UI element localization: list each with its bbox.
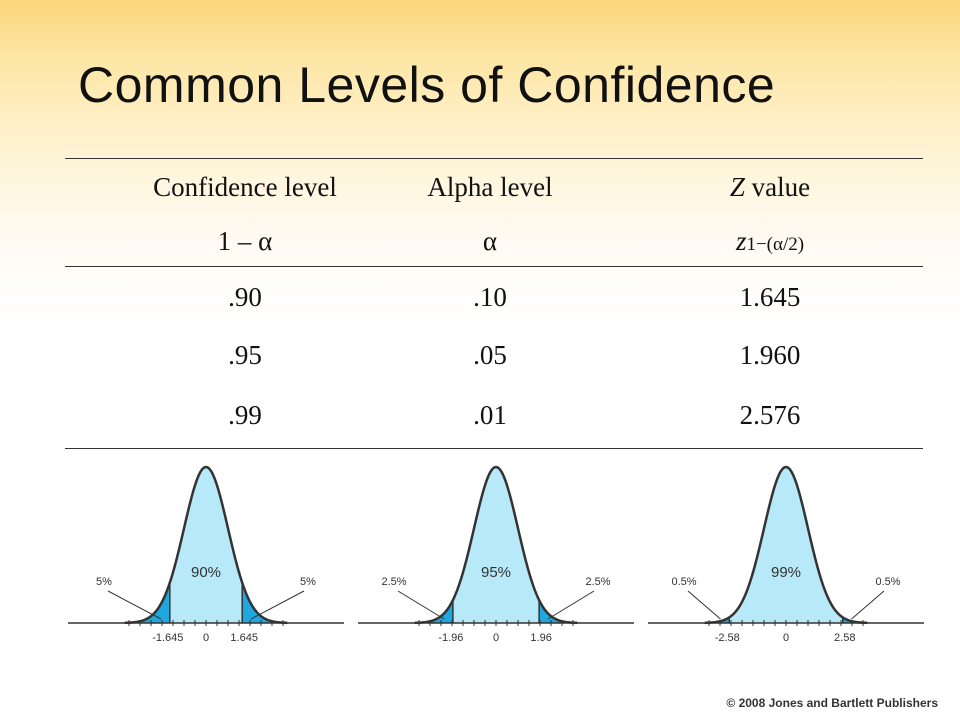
curve-3-outline (704, 465, 868, 625)
row-1-z: 1.645 (739, 282, 801, 312)
curve-3-left-tail-label: 0.5% (671, 576, 696, 588)
curve-1-right-tick-label: 1.645 (230, 632, 258, 644)
curve-3-left-pointer (687, 590, 721, 620)
header-z-letter: Z (729, 172, 745, 202)
curve-1-center-label: 90% (191, 564, 221, 581)
curve-1-left-pointer (107, 590, 162, 620)
header-z-symbol: z1−(α/2) (640, 226, 900, 257)
curve-2-center-area (452, 467, 540, 623)
curve-3-center-label: 99% (771, 564, 801, 581)
row-2-confidence: .95 (228, 340, 262, 370)
curve-1-left-tick-label: -1.645 (152, 632, 183, 644)
table-header-rule (65, 266, 923, 267)
curve-3-right-tick-label: 2.58 (834, 632, 855, 644)
header-z-value-word: value (744, 172, 811, 202)
curve-2-zero-tick-label: 0 (493, 632, 499, 644)
header-alpha-symbol: α (482, 226, 498, 256)
slide-title: Common Levels of Confidence (78, 57, 776, 113)
curve-1-left-tail (124, 583, 170, 623)
curve-2-left-tail-label: 2.5% (381, 576, 406, 588)
header-z-symbol-subscript: 1−(α/2) (746, 234, 805, 255)
curve-3-zero-tick-label: 0 (783, 632, 789, 644)
curve-1-zero-tick-label: 0 (203, 632, 209, 644)
curve-1-right-pointer (250, 590, 305, 620)
curve-2-left-pointer (397, 590, 445, 620)
curve-2-outline (414, 465, 578, 625)
curve-2-right-tail-label: 2.5% (585, 576, 610, 588)
curve-1-right-tail-label: 5% (300, 576, 316, 588)
curve-3-center-area (729, 467, 843, 623)
curve-3-right-pointer (851, 590, 885, 620)
row-2-alpha: .05 (473, 340, 507, 370)
curve-3-right-tail-label: 0.5% (875, 576, 900, 588)
header-alpha-level: Alpha level (427, 172, 553, 202)
curve-3-left-tick-label: -2.58 (715, 632, 740, 644)
header-confidence-symbol: 1 – α (217, 226, 273, 256)
curve-1-right-tail (242, 582, 288, 623)
row-3-alpha: .01 (473, 400, 507, 430)
row-2-z: 1.960 (739, 340, 801, 370)
row-1-alpha: .10 (473, 282, 507, 312)
curve-1-outline (124, 465, 288, 625)
header-z-value: Z value (640, 172, 900, 203)
header-confidence-level: Confidence level (153, 172, 337, 202)
header-z-symbol-main: z (735, 226, 747, 256)
row-1-confidence: .90 (228, 282, 262, 312)
row-3-z: 2.576 (739, 400, 801, 430)
curve-2-left-tail (414, 600, 453, 623)
curve-2-center-label: 95% (481, 564, 511, 581)
curve-2-right-tick-label: 1.96 (530, 632, 551, 644)
curve-1-left-tail-label: 5% (96, 576, 112, 588)
normal-curves-figure: 90% -1.645 0 1.645 5% 5% 95% -1.96 0 1.96 2.5% 2.5%… (68, 465, 924, 644)
curve-2-left-tick-label: -1.96 (438, 632, 463, 644)
table-top-rule (65, 158, 923, 159)
curve-2-right-pointer (547, 590, 595, 620)
table-bottom-rule (65, 448, 923, 449)
row-3-confidence: .99 (228, 400, 262, 430)
curve-2-right-tail (539, 600, 578, 623)
curve-1-center-area (169, 467, 243, 623)
copyright-footer: © 2008 Jones and Bartlett Publishers (726, 696, 938, 710)
